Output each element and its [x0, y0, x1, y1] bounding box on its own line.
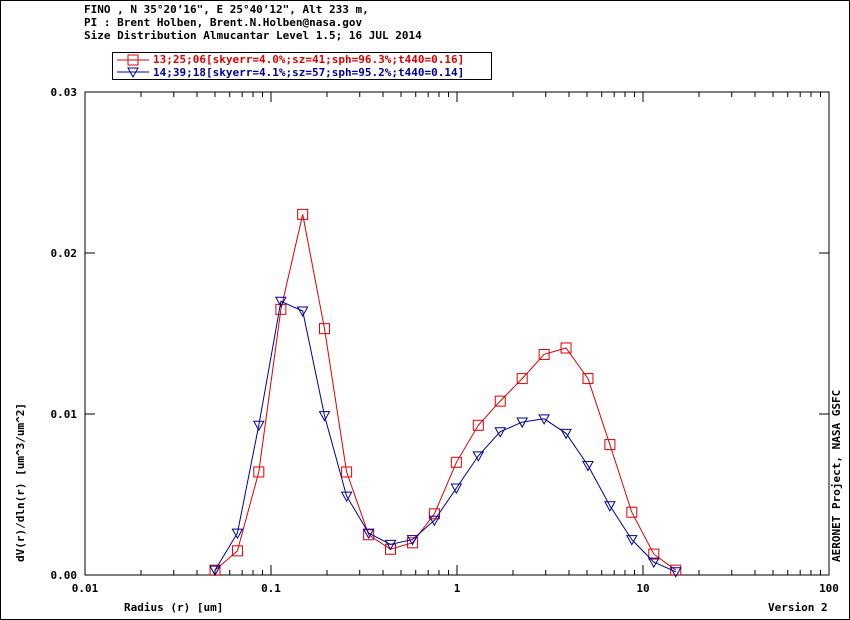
x-tick-label: 1	[454, 582, 461, 595]
series-2-point	[231, 528, 244, 540]
series-2-point	[362, 528, 375, 540]
series-2-point	[406, 535, 419, 546]
series-2-point	[209, 565, 221, 577]
series-2-point	[318, 411, 331, 422]
series-1-point	[231, 545, 243, 557]
series-1-point	[582, 373, 594, 385]
series-1-point	[253, 466, 265, 478]
y-axis-label: dV(r)/dln(r) [um^3/um^2]	[14, 403, 27, 562]
series-1-point	[275, 303, 287, 315]
series-1-point	[363, 529, 375, 541]
legend-marker-triangle-icon	[127, 67, 139, 79]
series-2-point	[472, 451, 485, 462]
series-1-line	[214, 214, 677, 571]
series-1-point	[560, 342, 572, 354]
series-2-point	[538, 414, 550, 425]
x-tick-label: 0.1	[261, 582, 281, 595]
header-pi: PI : Brent Holben, Brent.N.Holben@nasa.g…	[84, 16, 363, 29]
series-2-point	[384, 539, 397, 551]
series-2-point	[516, 417, 529, 429]
legend-entry-series-2: 14;39;18[skyerr=4.1%;sz=57;sph=95.2%;t44…	[153, 66, 465, 79]
series-1-point	[538, 348, 550, 360]
series-2-point	[296, 306, 309, 317]
series-2-point	[428, 515, 441, 527]
series-2-line	[214, 300, 677, 573]
series-2-point	[669, 567, 682, 578]
series-2-point	[625, 535, 638, 546]
legend-marker-square-icon	[127, 54, 139, 66]
series-1-point	[472, 419, 484, 431]
series-1	[209, 208, 682, 576]
legend: 13;25;06[skyerr=4.0%;sz=41;sph=96.3%;t44…	[112, 52, 492, 80]
series-1-point	[516, 373, 528, 385]
series-1-point	[297, 208, 309, 220]
series-1-point	[648, 548, 660, 560]
version-label: Version 2	[768, 601, 828, 614]
series-1-point	[319, 323, 331, 335]
series-2-point	[582, 461, 594, 472]
series-2-point	[340, 491, 353, 503]
series-layer	[209, 208, 682, 578]
header-location: FINO , N 35°20’16", E 25°40’12", Alt 233…	[84, 3, 369, 16]
y-tick-label: 0.02	[51, 247, 78, 260]
series-2-point	[275, 296, 287, 308]
series-1-point	[626, 506, 638, 518]
series-2-point	[252, 420, 265, 432]
series-1-point	[341, 466, 353, 478]
aeronet-side-label: AERONET Project, NASA GSFC	[830, 390, 843, 562]
series-1-point	[604, 439, 616, 451]
y-tick-label: 0.03	[51, 86, 78, 99]
x-tick-label: 10	[636, 582, 649, 595]
legend-entry-series-1: 13;25;06[skyerr=4.0%;sz=41;sph=96.3%;t44…	[153, 53, 465, 66]
series-2-point	[604, 501, 616, 512]
series-2-point	[494, 427, 507, 438]
series-1-point	[450, 456, 462, 468]
series-2-point	[450, 483, 463, 495]
x-tick-label: 0.01	[72, 582, 99, 595]
y-tick-label: 0.01	[51, 408, 78, 421]
series-2-point	[647, 557, 660, 569]
series-1-point	[406, 537, 418, 549]
series-2-point	[560, 428, 572, 440]
series-1-point	[494, 395, 506, 407]
legend-swatches	[117, 54, 149, 79]
x-axis-label: Radius (r) [um]	[124, 601, 223, 614]
header-product: Size Distribution Almucantar Level 1.5; …	[84, 29, 422, 42]
series-1-point	[670, 564, 682, 576]
plot-area	[84, 91, 830, 576]
x-tick-label: 100	[819, 582, 839, 595]
y-tick-label: 0.00	[51, 569, 78, 582]
series-2	[209, 296, 682, 578]
